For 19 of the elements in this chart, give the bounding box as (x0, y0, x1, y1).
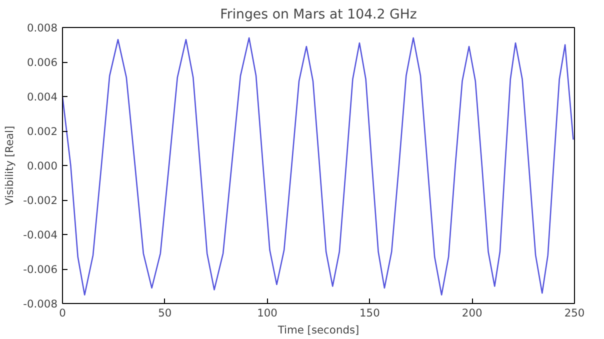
y-tick-label: 0.008 (26, 22, 58, 34)
x-axis-title: Time [seconds] (276, 324, 360, 336)
y-tick-label: -0.004 (23, 228, 58, 242)
x-tick-label: 200 (462, 306, 482, 320)
chart-title: Fringes on Mars at 104.2 GHz (220, 8, 417, 22)
y-axis-title: Visibility [Real] (3, 126, 16, 206)
line-series (62, 37, 574, 296)
x-tick-label: 150 (360, 306, 380, 320)
y-tick-label: -0.006 (23, 263, 58, 276)
x-tick-label: 100 (257, 306, 278, 320)
y-tick-label: 0.000 (26, 160, 58, 172)
x-tick-label: 50 (158, 306, 172, 320)
y-tick-label: 0.006 (26, 56, 58, 69)
y-tick-label: 0.004 (26, 90, 58, 104)
y-tick-label: -0.002 (23, 194, 58, 207)
y-tick-label: -0.008 (23, 298, 58, 310)
x-tick-label: 250 (564, 306, 585, 320)
y-tick-label: 0.002 (26, 125, 58, 138)
x-tick-label: 0 (59, 306, 66, 320)
